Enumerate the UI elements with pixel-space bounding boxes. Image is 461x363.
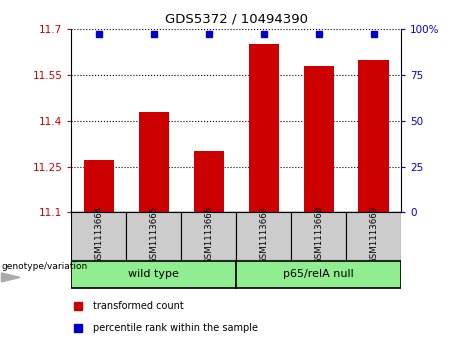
Bar bbox=[181, 212, 236, 260]
Bar bbox=[71, 261, 236, 288]
Bar bbox=[236, 261, 401, 288]
Bar bbox=[84, 160, 114, 212]
Text: GSM1113667: GSM1113667 bbox=[259, 206, 268, 264]
Title: GDS5372 / 10494390: GDS5372 / 10494390 bbox=[165, 12, 308, 25]
Bar bbox=[248, 44, 279, 212]
Bar bbox=[139, 111, 169, 212]
Bar bbox=[359, 60, 389, 212]
Text: wild type: wild type bbox=[129, 269, 179, 280]
Text: p65/relA null: p65/relA null bbox=[284, 269, 354, 280]
Bar bbox=[126, 212, 181, 260]
Polygon shape bbox=[1, 273, 20, 282]
Text: GSM1113665: GSM1113665 bbox=[149, 206, 159, 264]
Text: GSM1113666: GSM1113666 bbox=[204, 206, 213, 264]
Bar bbox=[303, 66, 334, 212]
Bar bbox=[236, 212, 291, 260]
Text: GSM1113664: GSM1113664 bbox=[95, 206, 103, 264]
Text: transformed count: transformed count bbox=[93, 301, 183, 311]
Text: percentile rank within the sample: percentile rank within the sample bbox=[93, 323, 258, 333]
Bar bbox=[346, 212, 401, 260]
Bar bbox=[71, 212, 126, 260]
Bar bbox=[194, 151, 224, 212]
Text: GSM1113669: GSM1113669 bbox=[369, 206, 378, 264]
Bar bbox=[291, 212, 346, 260]
Text: genotype/variation: genotype/variation bbox=[1, 262, 88, 272]
Text: GSM1113668: GSM1113668 bbox=[314, 206, 323, 264]
